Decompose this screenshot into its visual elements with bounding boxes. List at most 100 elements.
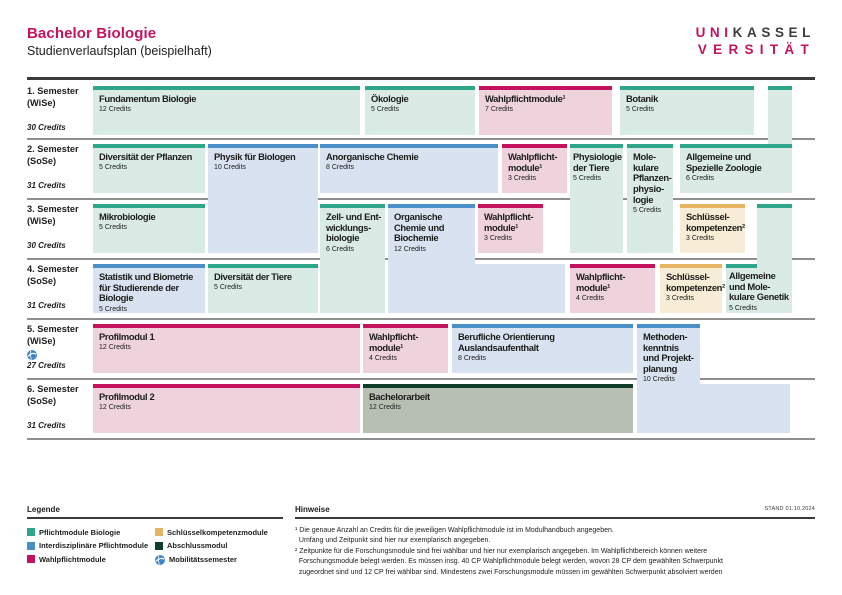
module-color-bar xyxy=(320,144,498,148)
module-name: Wahlpflicht- module¹ xyxy=(484,211,534,233)
module-title-molekulare-pflanzenphysiologie: Mole- kulare Pflanzen- physio- logie 5 Cr… xyxy=(633,151,672,215)
module-color-bar xyxy=(620,86,754,90)
module-title-mikrobiologie: Mikrobiologie 5 Credits xyxy=(99,211,202,232)
module-profilmodul-1 xyxy=(93,324,360,373)
module-name: Organische Chemie und Biochemie xyxy=(394,211,445,244)
semester-name: 3. Semester xyxy=(27,204,79,214)
notes-divider xyxy=(295,517,815,519)
legend-swatch xyxy=(27,541,35,550)
module-color-bar xyxy=(363,324,448,328)
module-berufliche-orientierung-auslandsaufenthalt xyxy=(452,324,633,373)
module-name: Schlüssel- kompetenzen² xyxy=(686,211,745,233)
legend-title: Legende xyxy=(27,505,60,514)
module-allgemeine-spezielle-zoologie xyxy=(680,144,792,193)
semester-term: (WiSe) xyxy=(27,215,56,226)
module-color-bar xyxy=(93,384,360,388)
module-name: Mole- kulare Pflanzen- physio- logie xyxy=(633,151,672,205)
row-divider xyxy=(27,378,815,380)
module-physik-fuer-biologen xyxy=(208,144,318,253)
module-title-allgemeine-spezielle-zoologie: Allgemeine und Spezielle Zoologie 6 Credi… xyxy=(686,151,788,183)
semester-label: 2. Semester (SoSe) 31 Credits xyxy=(27,144,91,190)
module-color-bar xyxy=(93,86,360,90)
legend-label: Wahlpflichtmodule xyxy=(39,554,106,564)
module-diversitaet-pflanzen xyxy=(93,144,205,193)
semester-label: 4. Semester (SoSe) 31 Credits xyxy=(27,264,91,310)
legend-divider xyxy=(27,517,283,519)
module-name: Allgemeine und Spezielle Zoologie xyxy=(686,151,762,173)
module-credits: 5 Credits xyxy=(99,164,128,172)
module-allgemeine-und-molekulare-genetik xyxy=(757,204,792,313)
module-organische-chemie-und-biochemie xyxy=(388,204,475,313)
module-name: Statistik und Biometrie für Studierende … xyxy=(99,271,194,304)
module-color-bar xyxy=(93,264,205,268)
module-credits: 12 Credits xyxy=(99,106,131,114)
module-color-bar xyxy=(93,324,360,328)
legend-items: Pflichtmodule Biologie Interdisziplinäre … xyxy=(27,526,283,567)
module-allgemeine-spezielle-zoologie xyxy=(768,86,792,144)
module-credits: 5 Credits xyxy=(573,174,602,182)
module-wahlpflicht-sem1 xyxy=(479,86,612,135)
module-credits: 3 Credits xyxy=(508,174,537,182)
semester-credits: 30 Credits xyxy=(27,241,66,250)
module-name: Anorganische Chemie xyxy=(326,151,419,162)
module-credits: 3 Credits xyxy=(686,234,715,242)
module-credits: 5 Credits xyxy=(729,304,758,312)
module-name: Bachelorarbeit xyxy=(369,391,430,402)
semester-label: 1. Semester (WiSe) 30 Credits xyxy=(27,86,91,132)
semester-name: 4. Semester xyxy=(27,264,79,274)
module-color-bar xyxy=(768,86,792,90)
legend-swatch xyxy=(27,555,35,564)
semester-credits: 31 Credits xyxy=(27,301,66,310)
semester-credits: 31 Credits xyxy=(27,181,66,190)
footnote-1: ¹ Die genaue Anzahl an Credits für die j… xyxy=(295,526,614,545)
module-title-statistik-und-biometrie: Statistik und Biometrie für Studierende … xyxy=(99,271,202,314)
module-molekulare-pflanzenphysiologie xyxy=(627,144,673,253)
module-profilmodul-2 xyxy=(93,384,360,433)
module-credits: 6 Credits xyxy=(686,174,715,182)
module-color-bar xyxy=(502,144,567,148)
module-name: Ökologie xyxy=(371,93,409,104)
module-credits: 12 Credits xyxy=(369,404,401,412)
module-credits: 3 Credits xyxy=(666,294,695,302)
header-divider xyxy=(27,77,815,80)
module-zell-und-entwicklungsbiologie xyxy=(320,204,385,313)
module-color-bar xyxy=(208,264,318,268)
semester-credits: 30 Credits xyxy=(27,123,66,132)
module-name: Mikrobiologie xyxy=(99,211,156,222)
module-name: Wahlpflicht- module¹ xyxy=(369,331,419,353)
module-name: Diversität der Tiere xyxy=(214,271,292,282)
module-title-diversitaet-der-tiere: Diversität der Tiere 5 Credits xyxy=(214,271,315,292)
legend-swatch xyxy=(155,528,163,537)
module-color-bar xyxy=(479,86,612,90)
module-title-methodenkenntnis-und-projektplanung: Methoden- kenntnis und Projekt- planung 1… xyxy=(643,331,697,384)
module-title-profilmodul-1: Profilmodul 1 12 Credits xyxy=(99,331,357,352)
module-name: Wahlpflicht- module¹ xyxy=(508,151,558,173)
semester-credits: 31 Credits xyxy=(27,421,66,430)
module-title-wahlpflicht-sem3: Wahlpflicht- module¹ 3 Credits xyxy=(484,211,540,243)
module-credits: 5 Credits xyxy=(214,284,243,292)
module-name: Physiologie der Tiere xyxy=(573,151,622,173)
module-title-zell-und-entwicklungsbiologie: Zell- und Ent- wicklungs- biologie 6 Cred… xyxy=(326,211,382,254)
semester-name: 1. Semester xyxy=(27,86,79,96)
footnote-2: ² Zeitpunkte für die Forschungsmodule si… xyxy=(295,547,723,576)
module-title-wahlpflicht-sem2: Wahlpflicht- module¹ 3 Credits xyxy=(508,151,564,183)
module-credits: 5 Credits xyxy=(626,106,655,114)
module-mikrobiologie xyxy=(93,204,205,253)
legend-item: Pflichtmodule Biologie xyxy=(27,528,155,537)
legend-label: Interdisziplinäre Pflichtmodule xyxy=(39,541,149,551)
module-bachelorarbeit xyxy=(363,384,633,433)
module-name: Botanik xyxy=(626,93,658,104)
notes-title: Hinweise xyxy=(295,505,330,514)
semester-term: (SoSe) xyxy=(27,395,57,406)
module-title-organische-chemie-und-biochemie: Organische Chemie und Biochemie 12 Credit… xyxy=(394,211,472,254)
module-physiologie-der-tiere xyxy=(570,144,623,253)
module-credits: 6 Credits xyxy=(326,245,355,253)
module-title-berufliche-orientierung-auslandsaufenthalt: Berufliche Orientierung Auslandsaufentha… xyxy=(458,331,630,363)
legend-label: Pflichtmodule Biologie xyxy=(39,527,121,537)
legend-item: Interdisziplinäre Pflichtmodule xyxy=(27,541,155,550)
module-credits: 8 Credits xyxy=(326,164,355,172)
semester-term: (SoSe) xyxy=(27,275,57,286)
globe-icon xyxy=(155,555,165,566)
module-name: Diversität der Pflanzen xyxy=(99,151,193,162)
